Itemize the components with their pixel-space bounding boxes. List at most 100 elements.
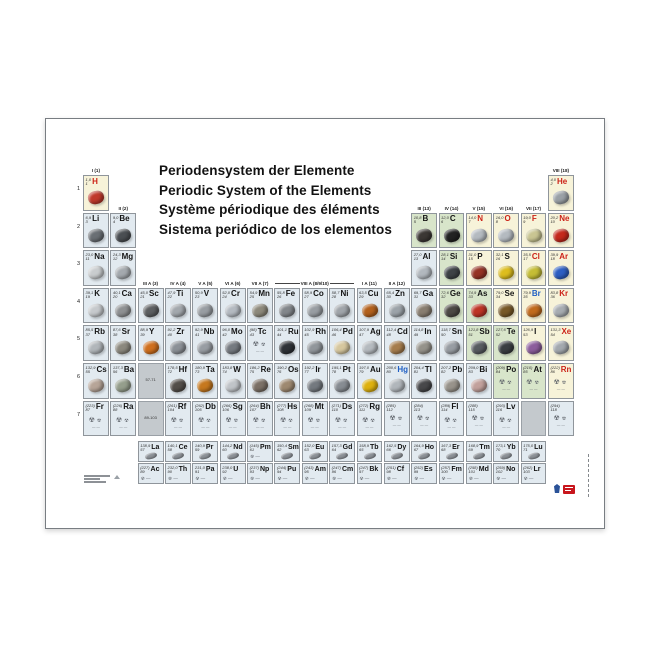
- group-label: VI A (6): [224, 280, 241, 286]
- radioactive-icon: ☢☢ — —: [252, 416, 268, 429]
- mass-number: (209) 84: [495, 365, 506, 375]
- mass-number: 114,8 49: [413, 327, 424, 337]
- element-symbol: Sc: [148, 289, 159, 299]
- cell-Bi: 209,0 83 Bi: [465, 363, 492, 399]
- mass-number: 238,0 92: [222, 465, 233, 475]
- mass-number: 69,7 31: [413, 289, 422, 299]
- element-symbol: Lr: [533, 465, 541, 473]
- mass-number: 164,9 67: [413, 443, 424, 453]
- mass-number: 1,0 1: [85, 177, 92, 187]
- group-label: VI (16): [499, 205, 514, 211]
- element-sample-photo: [524, 226, 543, 244]
- title-french: Système périodique des éléments: [159, 202, 380, 218]
- cell-118: (294) 118 ☢☢ — —: [547, 400, 574, 437]
- element-sample-photo: [414, 339, 434, 357]
- cell-Pa: 231,0 91 Pa ☢ —: [192, 463, 219, 485]
- group-label: VIII (18): [552, 168, 570, 173]
- radioactive-icon: ☢☢ — —: [197, 416, 213, 429]
- group-label: IV A (4): [170, 280, 186, 286]
- element-sample-photo: [114, 377, 133, 394]
- element-sample-photo: [414, 264, 434, 281]
- mass-number: 209,0 83: [468, 365, 479, 375]
- mass-number: (243) 95: [304, 465, 314, 475]
- element-symbol: Zr: [176, 326, 185, 336]
- element-sample-photo: [196, 302, 215, 319]
- cell-Ra: (226) 88 Ra ☢☢ — —: [110, 400, 137, 437]
- element-symbol: Ba: [123, 364, 135, 374]
- element-sample-photo: [280, 451, 294, 461]
- radioactive-icon: ☢☢ — —: [498, 379, 514, 391]
- cell-Ce: 140,1 58 Ce: [165, 441, 191, 462]
- publisher-imprint: [84, 475, 120, 485]
- element-symbol: Am: [314, 465, 326, 473]
- cell-Lv: (293) 116 Lv ☢☢ — —: [493, 400, 520, 437]
- radioactive-icon: ☢☢ — —: [170, 416, 186, 429]
- mass-number: (223) 87: [85, 402, 95, 412]
- range-box-89-103: 89-103: [137, 400, 164, 437]
- element-symbol: Cu: [367, 289, 379, 299]
- element-symbol: Fm: [451, 465, 462, 473]
- mass-number: 85,5 37: [85, 327, 94, 337]
- mass-number: (277) 108: [276, 402, 287, 412]
- cell-Ti: 47,9 22 Ti: [165, 287, 191, 324]
- element-symbol: Sr: [121, 326, 131, 336]
- mass-number: 197,0 79: [359, 365, 370, 375]
- radioactive-icon: ☢ —: [332, 476, 342, 482]
- element-sample-photo: [308, 451, 322, 461]
- mass-number: (226) 88: [112, 402, 123, 412]
- radioactive-icon: ☢ —: [304, 476, 315, 482]
- poster-title-block: Periodensystem der Elemente Periodic Sys…: [159, 161, 392, 239]
- element-symbol: Tl: [424, 364, 432, 374]
- mass-number: 101,1 44: [276, 327, 287, 337]
- mass-number: (272) 111: [359, 402, 369, 412]
- mass-number: (284) 113: [413, 402, 424, 412]
- title-english: Periodic System of the Elements: [159, 182, 372, 198]
- cell-As: 74,9 33 As: [465, 287, 492, 324]
- cell-Ds: (271) 110 Ds ☢☢ — —: [329, 400, 356, 437]
- mass-number: 50,9 23: [194, 289, 203, 299]
- element-sample-photo: [86, 226, 106, 244]
- mass-number: 88,9 39: [140, 327, 148, 337]
- cell-Dy: 162,5 66 Dy: [383, 441, 410, 462]
- element-symbol: Ge: [449, 289, 461, 299]
- cell-Np: (237) 93 Np ☢ —: [247, 463, 273, 485]
- radioactive-icon: ☢☢ — —: [280, 416, 295, 429]
- element-sample-photo: [551, 339, 571, 357]
- publisher-logo-icon: [114, 475, 120, 479]
- element-symbol: Hg: [397, 364, 409, 374]
- element-symbol: Tm: [479, 443, 490, 451]
- cell-Os: 190,2 76 Os: [274, 363, 301, 399]
- cell-Cr: 52,0 24 Cr: [219, 287, 246, 324]
- mass-number: 92,9 41: [194, 327, 203, 337]
- cell-Te: 127,6 52 Te: [493, 325, 520, 361]
- cell-Sb: 121,8 51 Sb: [465, 325, 492, 361]
- element-symbol: B: [422, 214, 429, 224]
- mass-number: 118,7 50: [441, 327, 451, 337]
- mass-number: 180,9 73: [194, 365, 205, 375]
- element-sample-photo: [524, 302, 543, 319]
- mass-number: (288) 115: [468, 402, 478, 412]
- cell-Es: (252) 99 Es ☢ —: [411, 463, 438, 485]
- element-sample-photo: [86, 264, 106, 281]
- radioactive-icon: ☢ —: [140, 476, 151, 482]
- mass-number: (262) 103: [523, 465, 533, 475]
- cell-Ru: 101,1 44 Ru: [274, 325, 301, 361]
- element-symbol: Ru: [287, 326, 299, 336]
- radioactive-icon: ☢ —: [468, 476, 479, 482]
- element-sample-photo: [469, 302, 489, 319]
- cell-113: (284) 113 ☢☢ — —: [411, 400, 438, 437]
- cell-I: 126,9 53 I: [520, 325, 547, 361]
- element-symbol: Pd: [342, 326, 353, 336]
- element-sample-photo: [551, 226, 571, 244]
- cell-Rg: (272) 111 Rg ☢☢ — —: [356, 400, 383, 437]
- element-symbol: Rg: [369, 402, 381, 412]
- group-label: II (2): [118, 205, 128, 211]
- element-symbol: Ga: [422, 289, 434, 299]
- element-sample-photo: [168, 302, 188, 319]
- mass-number: (222) 86: [550, 365, 560, 375]
- element-symbol: Pt: [342, 364, 351, 374]
- cell-Au: 197,0 79 Au: [356, 363, 383, 399]
- element-sample-photo: [332, 339, 352, 357]
- element-symbol: Nb: [203, 326, 215, 336]
- element-symbol: Re: [260, 364, 271, 374]
